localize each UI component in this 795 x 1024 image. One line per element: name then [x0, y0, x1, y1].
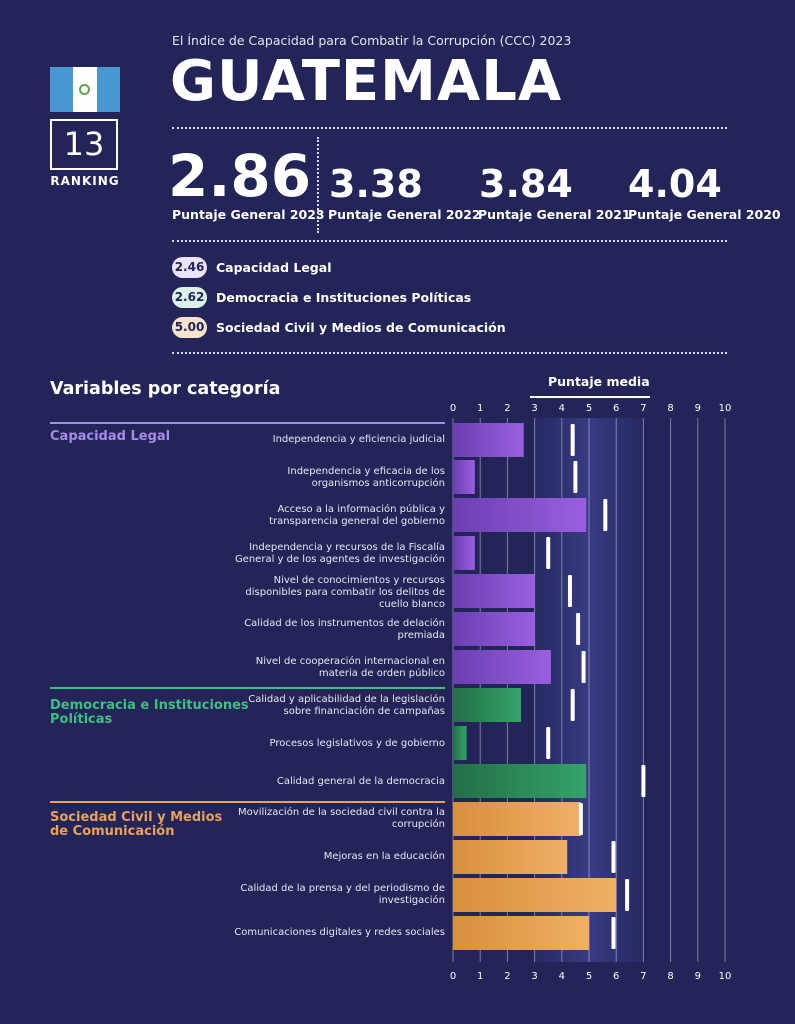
bar-legal: [453, 650, 551, 684]
mean-marker: [611, 841, 616, 873]
category-separator-democracia: [50, 687, 445, 689]
democracia-score-label: Democracia e Instituciones Políticas: [216, 290, 472, 305]
x-tick-label-top: 0: [450, 403, 456, 414]
category-label-legal: Capacidad Legal: [50, 429, 171, 444]
x-tick-label-top: 6: [613, 403, 619, 414]
mean-marker: [570, 424, 575, 456]
x-tick-label-bottom: 10: [719, 971, 732, 982]
mean-marker: [570, 689, 575, 721]
ranking-label: RANKING: [50, 174, 120, 188]
x-tick-label-bottom: 3: [531, 971, 537, 982]
bar-legal: [453, 612, 535, 646]
score-2021-label: Puntaje General 2021: [478, 207, 631, 222]
legend-mean-label: Puntaje media: [548, 374, 650, 389]
category-separator-sociedad: [50, 801, 445, 803]
score-2020-label: Puntaje General 2020: [628, 207, 781, 222]
variable-label: Procesos legislativos y de gobierno: [269, 738, 445, 749]
category-label-democracia: Democracia e Instituciones Políticas: [50, 698, 249, 727]
variable-label: Independencia y eficiencia judicial: [272, 434, 445, 445]
x-tick-label-top: 4: [559, 403, 565, 414]
mean-marker: [641, 765, 646, 797]
score-2022-value: 3.38: [329, 162, 423, 206]
score-2022-label: Puntaje General 2022: [328, 207, 481, 222]
x-tick-label-bottom: 6: [613, 971, 619, 982]
variable-label: Calidad de la prensa y del periodismo de…: [240, 883, 445, 906]
variable-label: Independencia y eficacia de los organism…: [287, 466, 445, 489]
score-2023-label: Puntaje General 2023: [172, 207, 325, 222]
x-tick-label-bottom: 4: [559, 971, 565, 982]
bar-legal: [453, 536, 475, 570]
bar-sociedad: [453, 916, 589, 950]
dotted-divider: [172, 352, 727, 354]
sociedad-score-label: Sociedad Civil y Medios de Comunicación: [216, 320, 506, 335]
section-title: Variables por categoría: [50, 379, 281, 399]
legal-score-pill: 2.46: [172, 257, 207, 278]
bar-sociedad: [453, 878, 617, 912]
x-tick-label-bottom: 9: [695, 971, 701, 982]
variable-label: Mejoras en la educación: [323, 851, 445, 862]
dotted-divider: [172, 127, 727, 129]
x-tick-label-top: 10: [719, 403, 732, 414]
variable-label: Calidad y aplicabilidad de la legislació…: [248, 694, 445, 717]
mean-marker: [625, 879, 630, 911]
legal-score-label: Capacidad Legal: [216, 260, 332, 275]
x-tick-label-bottom: 2: [504, 971, 510, 982]
x-tick-label-bottom: 5: [586, 971, 592, 982]
x-tick-label-top: 1: [477, 403, 483, 414]
bar-legal: [453, 498, 587, 532]
bar-sociedad: [453, 802, 581, 836]
x-tick-label-top: 8: [667, 403, 673, 414]
x-tick-label-bottom: 8: [667, 971, 673, 982]
mean-marker: [546, 537, 551, 569]
bar-sociedad: [453, 840, 568, 874]
sociedad-score-pill: 5.00: [172, 317, 207, 338]
bar-democracia: [453, 726, 467, 760]
x-tick-label-top: 7: [640, 403, 646, 414]
category-separator-legal: [50, 422, 445, 424]
ranking-value: 13: [50, 119, 118, 170]
country-title: GUATEMALA: [170, 49, 563, 114]
bar-legal: [453, 460, 475, 494]
category-label-sociedad: Sociedad Civil y Medios de Comunicación: [50, 810, 223, 839]
score-2021-value: 3.84: [479, 162, 573, 206]
mean-marker: [576, 613, 581, 645]
mean-marker: [567, 575, 572, 607]
variable-label: Nivel de cooperación internacional en ma…: [255, 656, 445, 679]
x-tick-label-top: 2: [504, 403, 510, 414]
dotted-divider: [172, 240, 727, 242]
x-tick-label-bottom: 7: [640, 971, 646, 982]
mean-marker: [611, 917, 616, 949]
report-subtitle: El Índice de Capacidad para Combatir la …: [172, 33, 572, 48]
dotted-vertical-divider: [317, 137, 319, 233]
x-tick-label-top: 9: [695, 403, 701, 414]
bar-legal: [453, 423, 524, 457]
variable-label: Comunicaciones digitales y redes sociale…: [234, 927, 445, 938]
x-tick-label-bottom: 0: [450, 971, 456, 982]
variable-label: Acceso a la información pública y transp…: [269, 504, 445, 527]
mean-marker: [573, 461, 578, 493]
variable-label: Movilización de la sociedad civil contra…: [238, 807, 445, 830]
democracia-score-pill: 2.62: [172, 287, 207, 308]
legend-mean-underline: [530, 396, 650, 398]
mean-marker: [603, 499, 608, 531]
mean-marker: [581, 651, 586, 683]
variable-label: Calidad de los instrumentos de delación …: [244, 618, 445, 641]
mean-marker: [578, 803, 583, 835]
guatemala-flag-icon: [50, 67, 120, 112]
mean-marker: [546, 727, 551, 759]
score-2023-value: 2.86: [168, 142, 312, 210]
x-tick-label-top: 3: [531, 403, 537, 414]
variable-label: Calidad general de la democracia: [276, 776, 445, 787]
bar-legal: [453, 574, 535, 608]
x-tick-label-bottom: 1: [477, 971, 483, 982]
variable-label: Nivel de conocimientos y recursos dispon…: [245, 575, 445, 610]
variable-label: Independencia y recursos de la Fiscalía …: [234, 542, 445, 565]
bar-democracia: [453, 764, 587, 798]
bar-democracia: [453, 688, 521, 722]
score-2020-value: 4.04: [628, 162, 722, 206]
x-tick-label-top: 5: [586, 403, 592, 414]
